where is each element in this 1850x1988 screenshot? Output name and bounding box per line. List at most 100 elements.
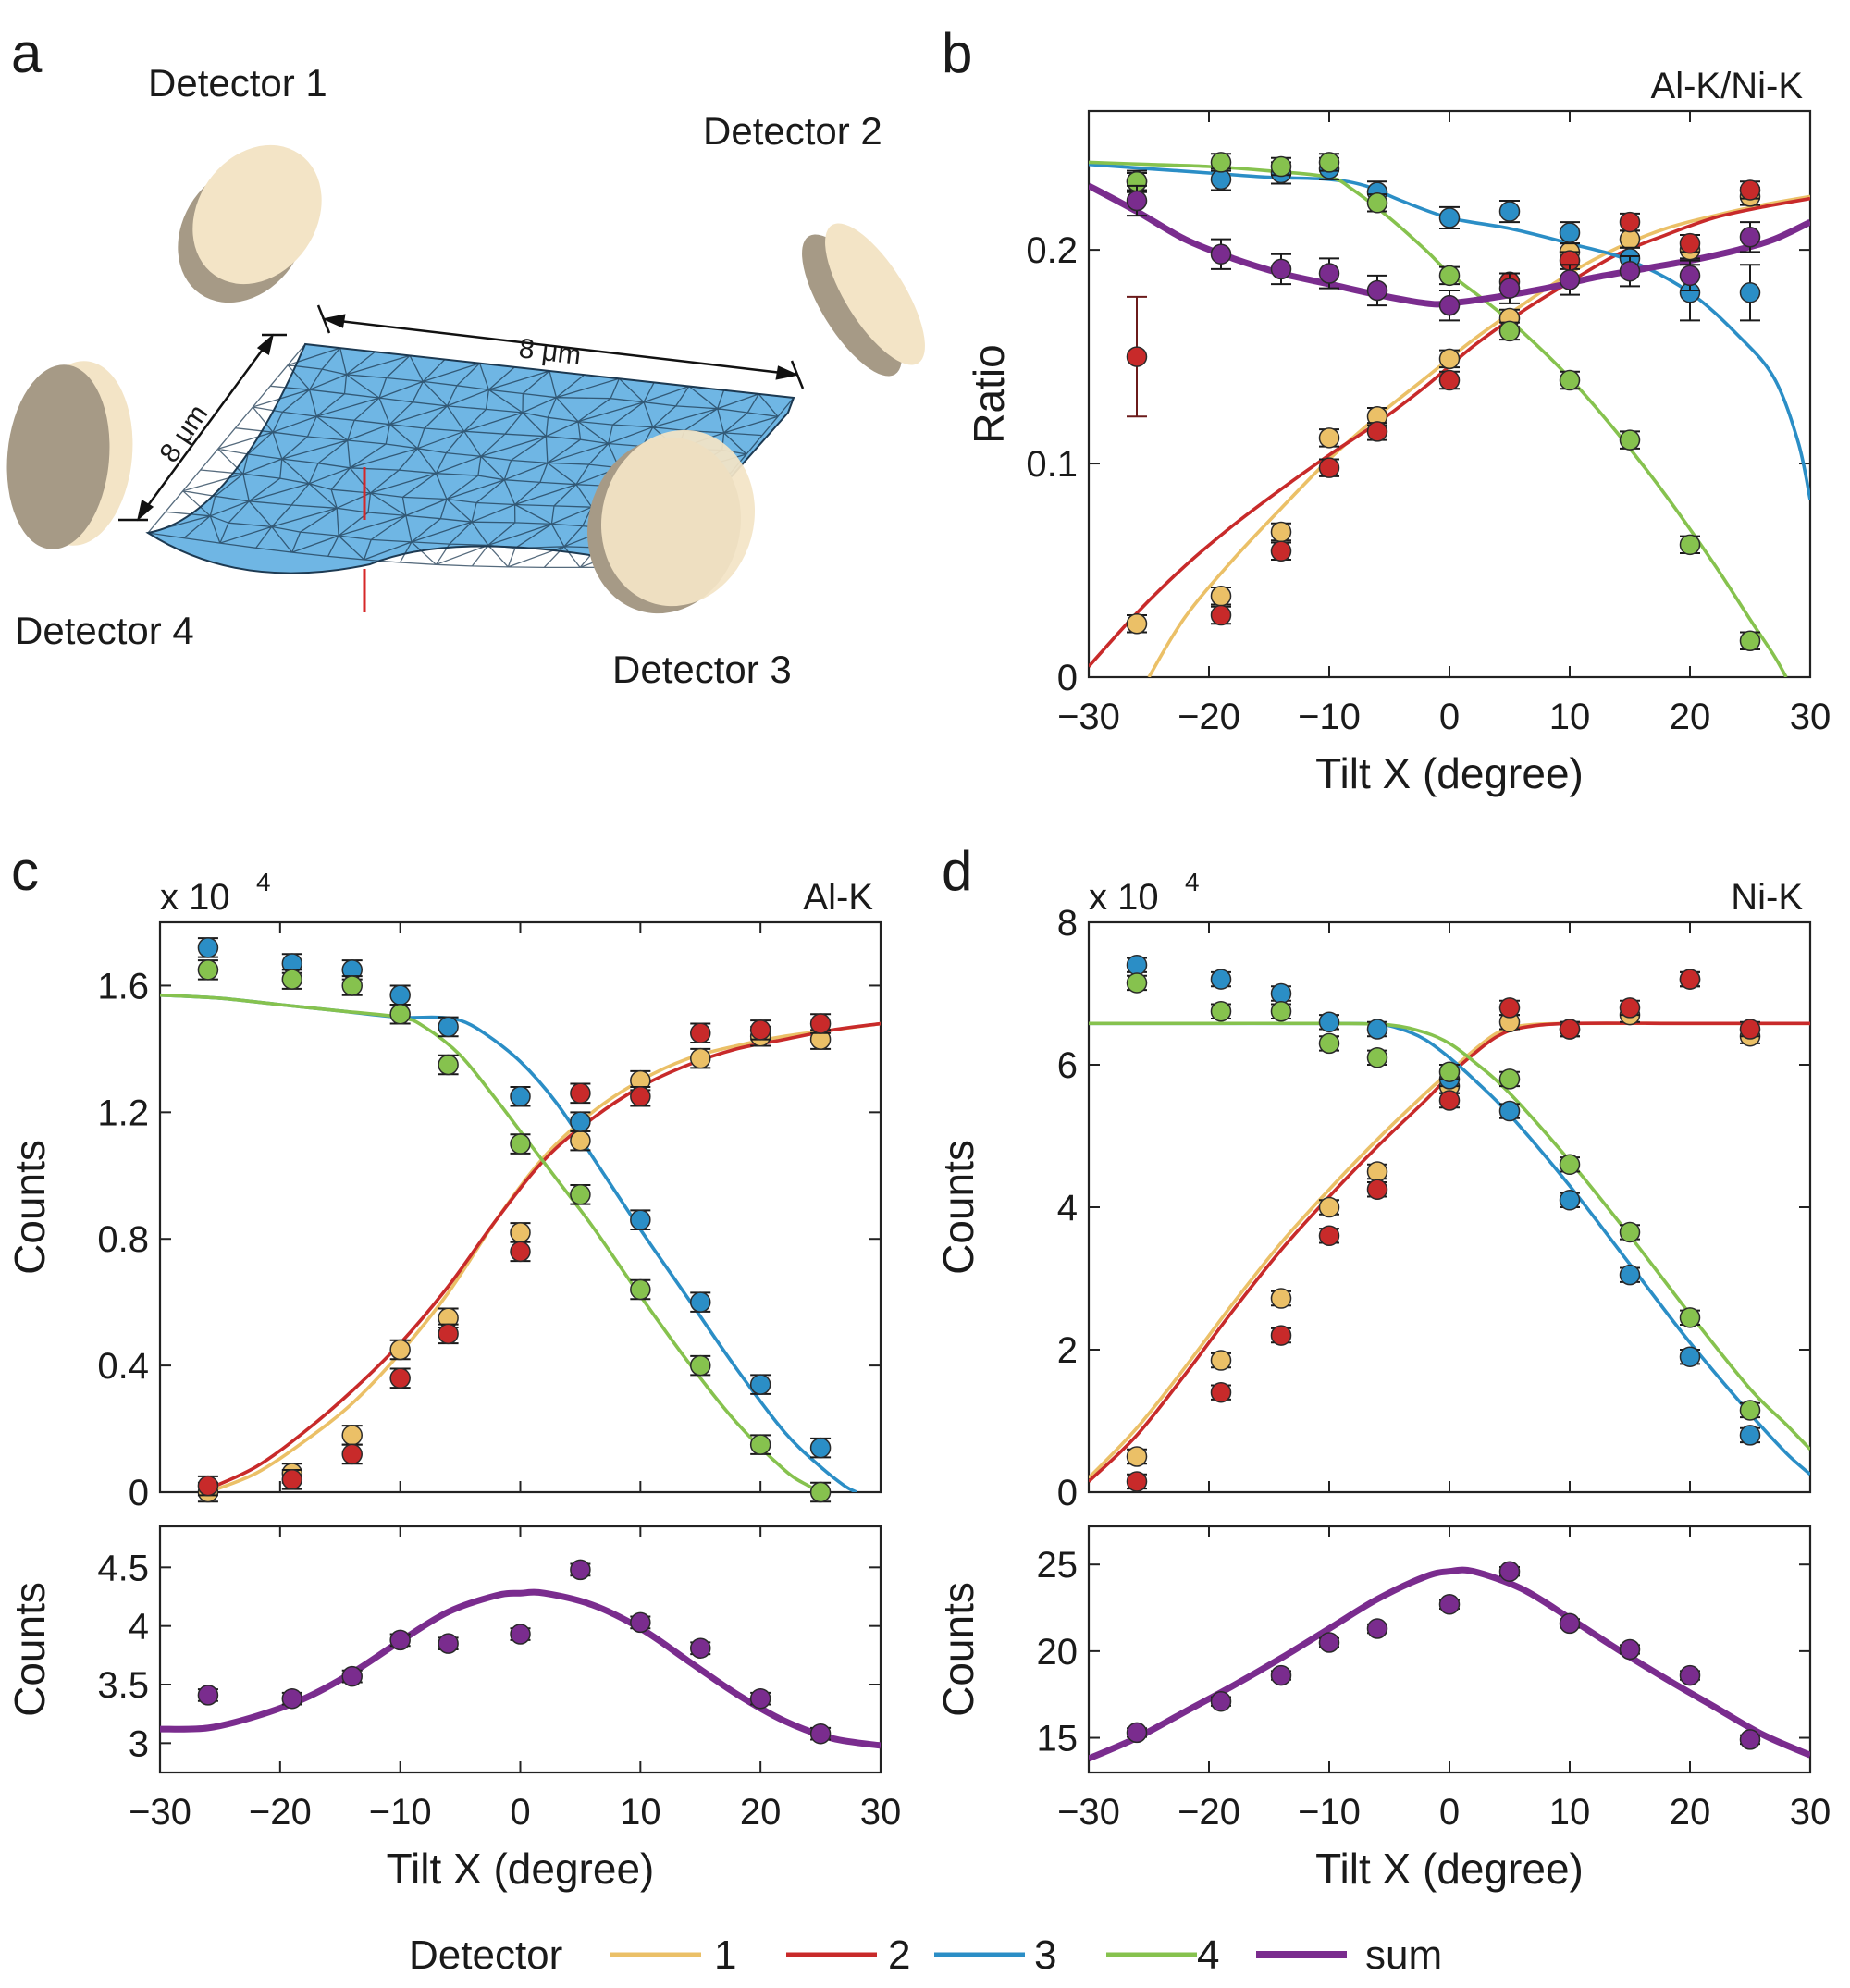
panel-b-ratio-chart: −30 −20 −10 0 10 20 30 0 0.1 0.2 Ratio Tilt X (degr… [942, 22, 1831, 797]
data-point-sum [570, 1559, 591, 1581]
data-points-c_sum [197, 1559, 832, 1745]
data-point-4 [1739, 630, 1761, 651]
data-point-4 [570, 1184, 591, 1205]
data-point-sum [281, 1687, 303, 1710]
data-point-3 [630, 1209, 651, 1230]
data-point-4 [1498, 1068, 1521, 1090]
dimension-arrow-top [316, 304, 805, 389]
data-point-1 [1318, 427, 1340, 449]
data-point-sum [1679, 1664, 1701, 1686]
data-point-sum [809, 1723, 832, 1745]
data-point-2 [749, 1019, 771, 1041]
data-point-3 [570, 1111, 591, 1132]
legend-label-sum: sum [1365, 1932, 1442, 1978]
data-point-4 [1559, 1154, 1581, 1176]
x-tick-label-b: −20 [1178, 697, 1240, 737]
data-point-1 [1366, 1161, 1388, 1182]
detector-2-label: Detector 2 [703, 109, 882, 153]
data-point-4 [341, 975, 363, 996]
legend-label-2: 2 [888, 1932, 910, 1978]
fit-curve-3-c [160, 993, 857, 1492]
y-tick-label-b: 0 [1057, 658, 1078, 698]
y-axis-label-c_sum: Counts [6, 1582, 54, 1717]
x-tick-label-c_sum: 10 [620, 1792, 661, 1833]
data-points-b [1126, 152, 1761, 651]
detector-3-face [600, 429, 756, 607]
y-tick-label-c: 0.8 [97, 1219, 149, 1260]
data-point-2 [438, 1323, 459, 1345]
legend-label-3: 3 [1034, 1932, 1056, 1978]
data-point-1 [1318, 1196, 1340, 1218]
data-point-4 [1498, 320, 1521, 342]
data-point-sum [1126, 190, 1148, 212]
data-point-sum [197, 1685, 219, 1706]
data-point-4 [389, 1003, 411, 1025]
fit-curve-2-b [1089, 196, 1810, 668]
plot-frame-b [1087, 109, 1812, 679]
data-point-3 [1498, 1100, 1521, 1122]
data-point-sum [1270, 258, 1292, 280]
data-point-4 [1679, 1307, 1701, 1328]
data-point-4 [1366, 1047, 1388, 1068]
x-tick-label-c_sum: −20 [249, 1792, 312, 1833]
x-tick-label-d_sum: 10 [1549, 1792, 1591, 1833]
data-point-sum [438, 1633, 459, 1654]
y-tick-label-c_sum: 4.5 [97, 1548, 149, 1588]
data-point-4 [809, 1481, 832, 1503]
x-tick-label-d_sum: −20 [1178, 1792, 1240, 1833]
y-axis-label-d: Counts [934, 1140, 982, 1275]
data-point-4 [281, 969, 303, 990]
data-point-2 [1438, 1090, 1461, 1111]
x-tick-label-c_sum: 20 [740, 1792, 782, 1833]
data-point-3 [1739, 282, 1761, 303]
data-point-sum [1366, 1618, 1388, 1639]
data-point-sum [1366, 279, 1388, 302]
y-tick-label-c: 0 [129, 1473, 149, 1513]
data-point-1 [341, 1425, 363, 1446]
plot-frame-d [1087, 920, 1812, 1494]
data-point-2 [570, 1082, 591, 1105]
dimension-label-top: 8 μm [517, 333, 583, 371]
panel-letter-b: b [942, 22, 972, 84]
y-tick-label-c_sum: 3.5 [97, 1665, 149, 1706]
fit-curve-3-b [1089, 162, 1810, 500]
y-tick-label-b: 0.1 [1026, 444, 1078, 485]
fit-curve-4-d [1089, 1021, 1810, 1451]
data-point-2 [1270, 540, 1292, 562]
data-point-sum [1739, 1729, 1761, 1750]
y-axis-label-c: Counts [6, 1140, 54, 1275]
detector-2-face [825, 223, 925, 365]
y-tick-label-d_sum: 15 [1037, 1719, 1079, 1760]
data-point-2 [1619, 997, 1641, 1019]
x-axis-label-d_sum: Tilt X (degree) [1315, 1845, 1584, 1893]
data-point-2 [1679, 969, 1701, 990]
data-point-sum [341, 1665, 363, 1687]
x-tick-label-c_sum: 30 [860, 1792, 902, 1833]
data-point-sum [1498, 1561, 1521, 1582]
data-point-2 [1498, 997, 1521, 1019]
data-point-sum [1126, 1722, 1148, 1744]
data-point-sum [1559, 1612, 1581, 1635]
data-point-sum [1210, 243, 1232, 265]
detector-2-disc [802, 223, 925, 377]
data-point-sum [510, 1624, 531, 1645]
data-point-4 [1210, 1001, 1232, 1022]
data-point-2 [1318, 457, 1340, 478]
y-tick-label-c_sum: 4 [129, 1607, 149, 1648]
fit-curve-4-c [160, 993, 821, 1492]
data-point-sum [1318, 263, 1340, 284]
data-point-1 [1270, 521, 1292, 543]
y-tick-label-d: 2 [1057, 1330, 1078, 1371]
detector-3-label: Detector 3 [612, 648, 792, 691]
data-point-2 [1126, 1471, 1148, 1492]
data-point-4 [749, 1434, 771, 1455]
y-tick-label-b: 0.2 [1026, 230, 1078, 271]
detector-1-disc [178, 144, 322, 303]
multiplier-exponent-d: 4 [1185, 868, 1200, 896]
y-tick-label-d_sum: 25 [1037, 1545, 1079, 1586]
detector-3-disc [586, 429, 756, 614]
data-point-2 [389, 1367, 411, 1389]
data-point-4 [1679, 534, 1701, 556]
data-point-4 [1270, 155, 1292, 178]
fit-curve-sum-c_sum [160, 1588, 881, 1749]
